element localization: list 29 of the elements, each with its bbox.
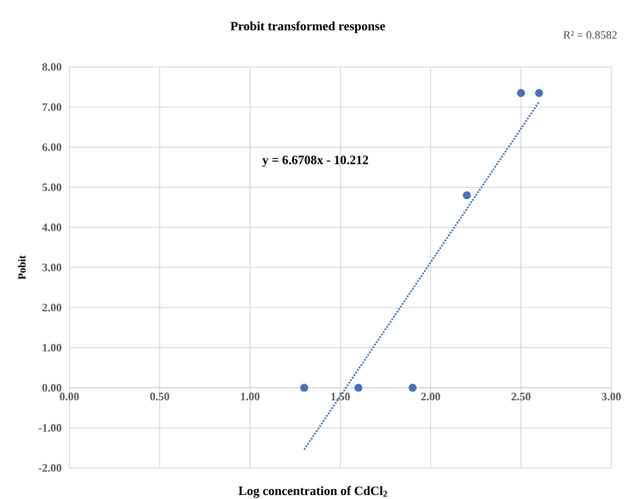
x-tick-label: 3.00: [602, 392, 621, 400]
y-tick-label: 3.00: [42, 264, 62, 272]
x-tick-label: 2.50: [512, 392, 530, 400]
y-tick-label: 6.00: [42, 143, 62, 152]
point: [354, 384, 362, 392]
point: [535, 89, 544, 98]
y-tick-label: 5.00: [42, 183, 62, 192]
y-tick-label: -2.00: [38, 464, 62, 472]
y-tick-label: 1.00: [42, 344, 62, 352]
x-axis-title: Log concentration of CdCl$_{2}$: [238, 486, 388, 498]
y-tick-label: 2.00: [42, 304, 62, 312]
chart-title: Probit transformed response: [230, 21, 386, 33]
x-tick-label: 0.50: [150, 392, 170, 400]
y-axis-title: Pobit: [18, 255, 26, 280]
y-tick-label: 0.00: [42, 384, 62, 392]
point: [300, 384, 308, 392]
point: [516, 89, 525, 98]
x-tick-label: 1.00: [240, 392, 260, 400]
y-tick-label: 4.00: [42, 224, 62, 232]
x-tick-label: 2.00: [421, 392, 440, 400]
y-tick-label: -1.00: [38, 424, 62, 432]
y-tick-label: 8.00: [42, 63, 62, 71]
y-tick-label: 7.00: [42, 103, 62, 111]
text: R² = 0.8582: [563, 31, 617, 39]
annotation: y = 6.6708x - 10.212: [262, 156, 368, 167]
x-tick-label: 0.00: [60, 392, 79, 400]
point: [462, 191, 471, 200]
x-tick-label: 1.50: [331, 392, 350, 400]
point: [408, 384, 417, 392]
